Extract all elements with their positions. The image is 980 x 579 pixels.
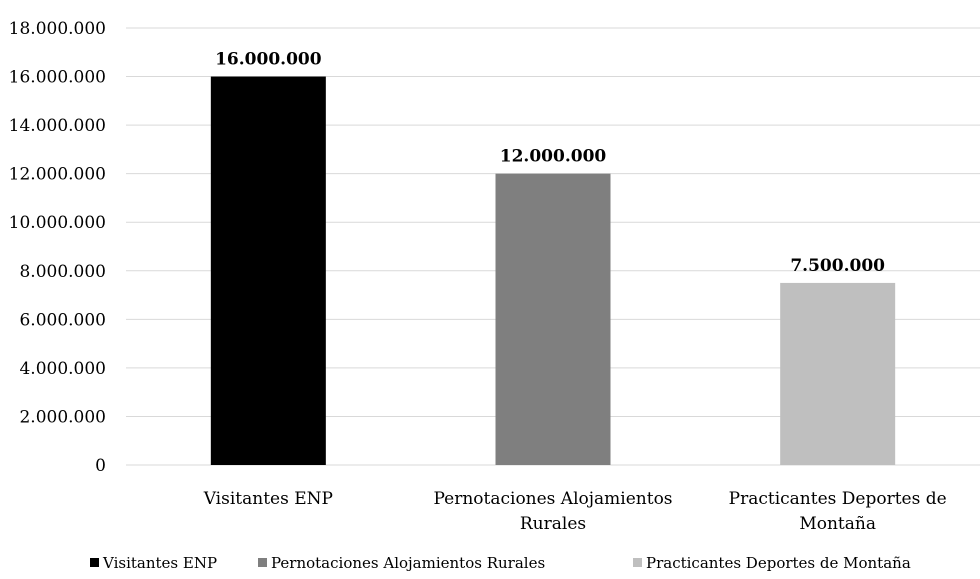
x-category-label: Visitantes ENP <box>203 489 333 509</box>
y-tick-label: 4.000.000 <box>19 359 106 379</box>
bar <box>210 76 326 466</box>
legend: Visitantes ENP Pernotaciones Alojamientos… <box>90 554 911 572</box>
y-tick-label: 6.000.000 <box>19 310 106 330</box>
x-category-label: Practicantes Deportes de Montaña <box>729 489 947 534</box>
y-axis-ticks: 0 2.000.000 4.000.000 6.000.000 8.000.000 10.… <box>9 19 106 476</box>
y-tick-label: 2.000.000 <box>19 407 106 427</box>
y-tick-label: 0 <box>95 456 106 476</box>
x-axis-categories: Visitantes ENP Pernotaciones Alojamientos… <box>203 489 947 534</box>
data-label: 16.000.000 <box>215 50 322 70</box>
legend-swatch <box>633 558 642 567</box>
y-tick-label: 12.000.000 <box>9 165 106 185</box>
y-tick-label: 10.000.000 <box>9 213 106 233</box>
y-tick-label: 14.000.000 <box>9 116 106 136</box>
data-label: 12.000.000 <box>500 147 607 167</box>
legend-label: Practicantes Deportes de Montaña <box>646 554 911 572</box>
bar <box>495 173 611 465</box>
y-tick-label: 18.000.000 <box>9 19 106 39</box>
legend-label: Visitantes ENP <box>102 554 217 572</box>
y-tick-label: 8.000.000 <box>19 262 106 282</box>
x-category-label: Pernotaciones Alojamientos Rurales <box>433 489 672 534</box>
y-tick-label: 16.000.000 <box>9 68 106 88</box>
bar <box>780 282 896 465</box>
legend-label: Pernotaciones Alojamientos Rurales <box>271 554 545 572</box>
data-labels: 16.000.000 12.000.000 7.500.000 <box>215 50 885 276</box>
data-label: 7.500.000 <box>790 256 885 276</box>
legend-swatch <box>90 558 99 567</box>
legend-swatch <box>258 558 267 567</box>
bars <box>210 76 896 466</box>
